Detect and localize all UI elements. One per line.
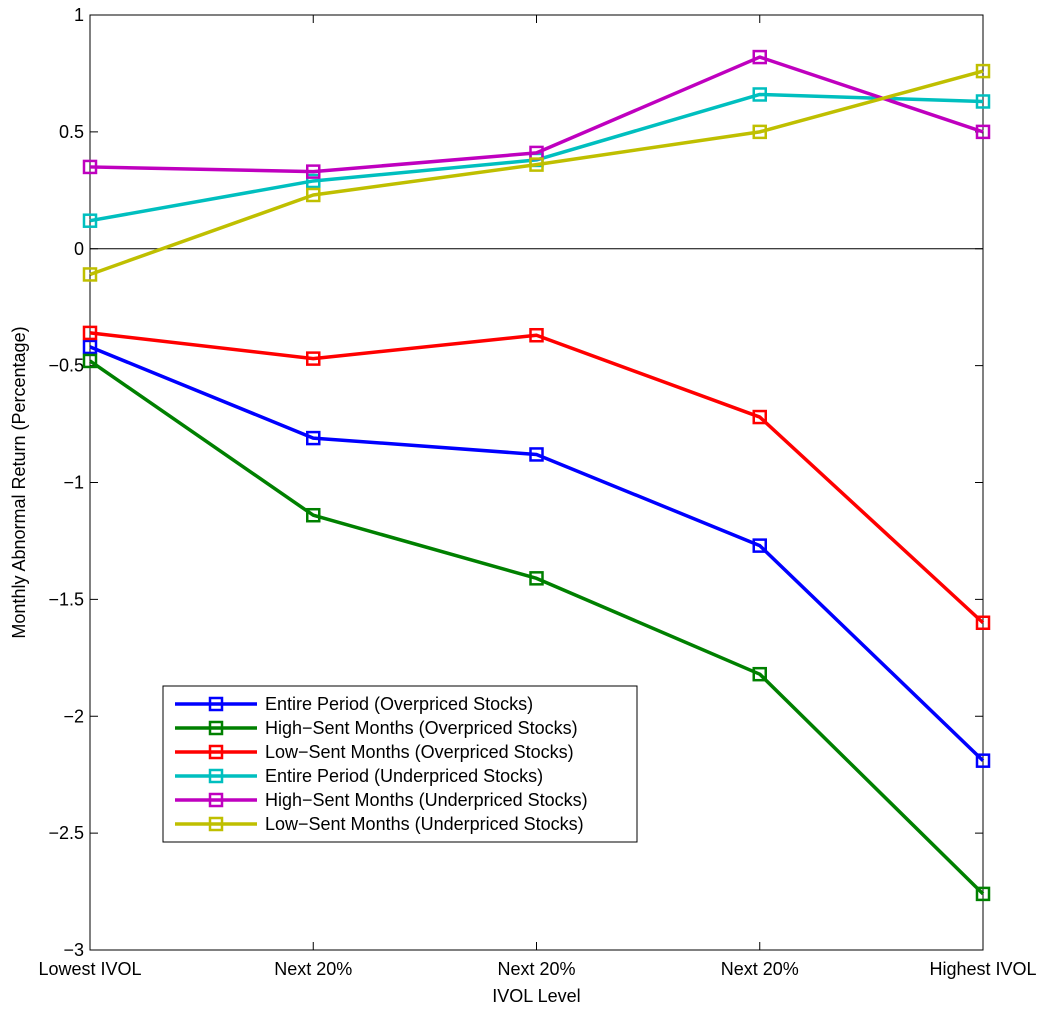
- x-tick-label: Next 20%: [274, 959, 352, 979]
- series-line: [89, 69, 984, 277]
- legend-marker: [208, 720, 224, 736]
- x-axis-title: IVOL Level: [492, 986, 580, 1006]
- data-point-marker: [975, 94, 991, 109]
- data-point-marker: [752, 666, 767, 682]
- series-group: [82, 49, 991, 902]
- data-point-marker: [306, 430, 321, 446]
- data-point-marker: [306, 173, 321, 189]
- legend-marker: [208, 768, 224, 784]
- series-2: [82, 353, 991, 902]
- data-point-marker: [306, 351, 321, 366]
- y-tick-label: −1.5: [48, 589, 84, 609]
- series-6: [82, 63, 991, 282]
- data-point-marker: [306, 187, 321, 203]
- y-tick-label: 0.5: [59, 122, 84, 142]
- y-tick-label: −2: [63, 706, 84, 726]
- y-axis-title: Monthly Abnormal Return (Percentage): [9, 326, 29, 638]
- legend-entry: Low−Sent Months (Underpriced Stocks): [175, 814, 584, 834]
- series-line: [89, 55, 984, 174]
- legend-marker: [208, 792, 224, 808]
- legend-label: Low−Sent Months (Underpriced Stocks): [265, 814, 584, 834]
- legend-label: High−Sent Months (Overpriced Stocks): [265, 718, 578, 738]
- legend-label: High−Sent Months (Underpriced Stocks): [265, 790, 588, 810]
- legend-marker: [208, 816, 224, 832]
- data-point-marker: [975, 753, 991, 768]
- legend-entry: Entire Period (Overpriced Stocks): [175, 694, 533, 714]
- data-point-marker: [82, 159, 98, 175]
- data-point-marker: [752, 409, 767, 425]
- x-tick-label: Lowest IVOL: [38, 959, 141, 979]
- legend-marker: [208, 696, 224, 712]
- data-point-marker: [529, 571, 544, 586]
- series-line: [89, 345, 985, 762]
- data-point-marker: [752, 49, 767, 65]
- data-point-marker: [529, 447, 544, 462]
- legend-entry: Entire Period (Underpriced Stocks): [175, 766, 543, 786]
- data-point-marker: [82, 213, 98, 228]
- x-tick-label: Next 20%: [721, 959, 799, 979]
- data-point-marker: [306, 507, 321, 523]
- data-point-marker: [975, 886, 991, 902]
- legend-marker: [208, 744, 224, 760]
- series-line: [89, 331, 985, 625]
- series-1: [82, 339, 991, 768]
- legend-entry: Low−Sent Months (Overpriced Stocks): [175, 742, 574, 762]
- legend: Entire Period (Overpriced Stocks) High−Se…: [162, 685, 638, 843]
- x-tick-label: Next 20%: [497, 959, 575, 979]
- data-point-marker: [752, 87, 767, 102]
- data-point-marker: [752, 538, 767, 553]
- data-point-marker: [82, 353, 98, 369]
- data-point-marker: [529, 327, 544, 343]
- legend-entry: High−Sent Months (Overpriced Stocks): [175, 718, 578, 738]
- data-point-marker: [752, 124, 767, 140]
- y-tick-label: −3: [63, 940, 84, 960]
- series-5: [82, 49, 991, 179]
- x-tick-label: Highest IVOL: [929, 959, 1036, 979]
- legend-label: Low−Sent Months (Overpriced Stocks): [265, 742, 574, 762]
- data-point-marker: [975, 615, 991, 630]
- legend-entry: High−Sent Months (Underpriced Stocks): [175, 790, 588, 810]
- y-tick-label: −1: [63, 473, 84, 493]
- data-point-marker: [82, 339, 98, 355]
- legend-box: [162, 685, 638, 843]
- data-point-marker: [975, 124, 991, 140]
- legend-label: Entire Period (Underpriced Stocks): [265, 766, 543, 786]
- y-tick-label: 1: [74, 5, 84, 25]
- data-point-marker: [82, 267, 98, 282]
- data-point-marker: [82, 325, 98, 341]
- legend-label: Entire Period (Overpriced Stocks): [265, 694, 533, 714]
- y-tick-label: 0: [74, 239, 84, 259]
- data-point-marker: [306, 164, 321, 179]
- data-point-marker: [975, 63, 991, 79]
- series-line: [89, 359, 985, 896]
- y-tick-label: −0.5: [48, 356, 84, 376]
- y-tick-label: −2.5: [48, 823, 84, 843]
- data-point-marker: [529, 157, 544, 172]
- series-3: [82, 325, 991, 630]
